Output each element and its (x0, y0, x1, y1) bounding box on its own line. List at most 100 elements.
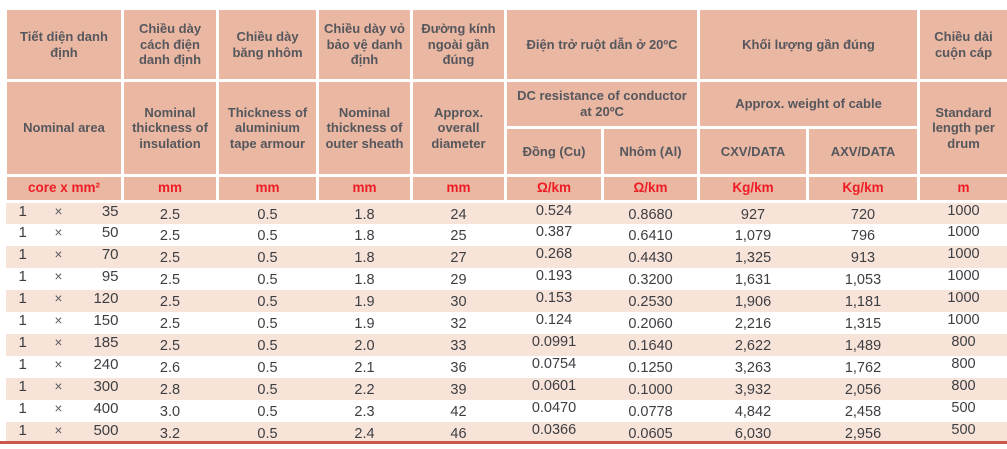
cell-sheath-thickness: 2.2 (354, 381, 375, 398)
unit-weight-axv: Kg/km (806, 174, 920, 203)
area-part: 1 (18, 289, 27, 307)
cell-armour-thickness: 0.5 (257, 425, 278, 442)
table-row: 1 × 95 2.5 0.5 1.8 29 0.193 0.3200 1,631 1,053 1000 (5, 267, 1007, 290)
cell-drum-length: 500 (951, 399, 976, 416)
cell-resistance-cu: 0.0601 (531, 377, 577, 394)
cell-overall-diameter: 27 (450, 249, 467, 266)
table-row: 1 × 35 2.5 0.5 1.8 24 0.524 0.8680 927 720 1000 (5, 201, 1007, 224)
area-part: 300 (93, 377, 119, 395)
col-header-weight-en: Approx. weight of cable (697, 79, 920, 129)
cell-armour-thickness: 0.5 (257, 359, 278, 376)
cell-insulation-thickness: 2.8 (159, 381, 181, 398)
cell-nominal-area: 1 × 400 (6, 400, 123, 422)
cell-weight-cxv: 6,030 (734, 425, 772, 442)
multiply-sign: × (54, 246, 63, 262)
multiply-sign: × (54, 204, 63, 219)
area-part: 1 (18, 377, 27, 395)
cell-resistance-al: 0.3200 (628, 271, 673, 288)
cell-armour-thickness: 0.5 (257, 271, 278, 288)
cable-specification-table: Tiết diện danh định Chiều dày cách điện … (4, 7, 1007, 444)
cell-insulation-thickness: 2.5 (159, 315, 181, 332)
cell-resistance-al: 0.8680 (628, 207, 673, 223)
multiply-sign: × (54, 290, 63, 306)
cell-resistance-al: 0.1000 (628, 381, 673, 398)
table-row: 1 × 120 2.5 0.5 1.9 30 0.153 0.2530 1,906 1,181 100… (5, 289, 1007, 312)
cell-nominal-area: 1 × 500 (6, 422, 123, 444)
cell-weight-cxv: 1,079 (734, 227, 772, 244)
header-row-vietnamese: Tiết diện danh định Chiều dày cách điện … (4, 7, 1007, 82)
area-part: 1 (18, 421, 27, 439)
area-part: 1 (18, 223, 27, 241)
cell-weight-cxv: 1,631 (734, 271, 772, 288)
table-row: 1 × 150 2.5 0.5 1.9 32 0.124 0.2060 2,216 1,315 100… (5, 311, 1007, 334)
cell-weight-cxv: 2,622 (734, 337, 772, 354)
cell-weight-cxv: 2,216 (734, 315, 772, 332)
cell-weight-cxv: 4,842 (734, 403, 772, 420)
cell-armour-thickness: 0.5 (257, 381, 278, 398)
cell-drum-length: 800 (951, 355, 976, 372)
cell-nominal-area: 1 × 300 (6, 378, 123, 400)
cell-weight-cxv: 1,906 (734, 293, 772, 310)
cell-weight-axv: 1,762 (844, 359, 882, 376)
cell-overall-diameter: 36 (450, 359, 467, 376)
cell-resistance-cu: 0.153 (535, 289, 573, 306)
unit-drum: m (917, 174, 1007, 203)
cell-sheath-thickness: 1.8 (354, 207, 375, 223)
table-header: Tiết diện danh định Chiều dày cách điện … (4, 7, 1007, 203)
cell-sheath-thickness: 2.1 (354, 359, 375, 376)
cell-insulation-thickness: 2.5 (159, 227, 181, 244)
cell-nominal-area: 1 × 120 (6, 290, 123, 312)
cell-overall-diameter: 24 (450, 207, 467, 223)
cell-overall-diameter: 32 (450, 315, 467, 332)
cell-drum-length: 800 (951, 333, 976, 350)
subcol-header-cxv: CXV/DATA (697, 126, 809, 177)
area-part: 50 (101, 223, 119, 241)
cell-resistance-cu: 0.193 (535, 267, 573, 284)
cell-drum-length: 1000 (947, 245, 980, 262)
cell-nominal-area: 1 × 70 (6, 246, 123, 268)
area-part: 1 (18, 267, 27, 285)
cell-sheath-thickness: 1.9 (354, 293, 375, 310)
cell-drum-length: 1000 (947, 223, 980, 240)
cell-nominal-area: 1 × 150 (6, 312, 123, 334)
cell-armour-thickness: 0.5 (257, 403, 278, 420)
table-row: 1 × 240 2.6 0.5 2.1 36 0.0754 0.1250 3,263 1,762 80… (5, 355, 1007, 378)
unit-resistance-cu: Ω/km (504, 174, 604, 203)
cell-drum-length: 500 (951, 421, 976, 438)
area-part: 1 (18, 355, 27, 373)
header-row-english: Nominal area Nominal thickness of insula… (4, 79, 1007, 177)
col-header-sheath-vn: Chiều dày vỏ bảo vệ danh định (316, 7, 413, 82)
cell-resistance-cu: 0.0470 (531, 399, 577, 416)
cell-nominal-area: 1 × 185 (6, 334, 123, 356)
cell-weight-axv: 913 (850, 249, 876, 266)
cell-nominal-area: 1 × 240 (6, 356, 123, 378)
cell-sheath-thickness: 2.4 (354, 425, 375, 442)
table-row: 1 × 500 3.2 0.5 2.4 46 0.0366 0.0605 6,030 2,956 50… (5, 421, 1007, 444)
cell-resistance-al: 0.1640 (628, 337, 673, 354)
cell-insulation-thickness: 2.5 (159, 337, 181, 354)
unit-sheath: mm (316, 174, 413, 203)
cell-weight-axv: 2,458 (844, 403, 882, 420)
unit-weight-cxv: Kg/km (697, 174, 809, 203)
cell-weight-cxv: 3,932 (734, 381, 772, 398)
unit-diameter: mm (410, 174, 507, 203)
multiply-sign: × (54, 268, 63, 284)
cell-armour-thickness: 0.5 (257, 227, 278, 244)
unit-area: core x mm² (4, 174, 124, 203)
subcol-header-aluminium: Nhôm (Al) (601, 126, 700, 177)
area-part: 95 (101, 267, 119, 285)
cell-insulation-thickness: 3.2 (159, 425, 181, 442)
area-part: 1 (18, 203, 27, 220)
col-header-armour-vn: Chiều dày băng nhôm (216, 7, 319, 82)
cell-weight-axv: 2,056 (844, 381, 882, 398)
cell-armour-thickness: 0.5 (257, 293, 278, 310)
cell-insulation-thickness: 2.5 (159, 249, 181, 266)
cell-weight-cxv: 1,325 (734, 249, 772, 266)
col-header-sheath-en: Nominal thickness of outer sheath (316, 79, 413, 177)
table-row: 1 × 185 2.5 0.5 2.0 33 0.0991 0.1640 2,622 1,489 80… (5, 333, 1007, 356)
cell-resistance-cu: 0.268 (535, 245, 573, 262)
area-part: 400 (93, 399, 119, 417)
cell-drum-length: 1000 (947, 267, 980, 284)
table-row: 1 × 50 2.5 0.5 1.8 25 0.387 0.6410 1,079 796 1000 (5, 223, 1007, 246)
cell-nominal-area: 1 × 95 (6, 268, 123, 290)
